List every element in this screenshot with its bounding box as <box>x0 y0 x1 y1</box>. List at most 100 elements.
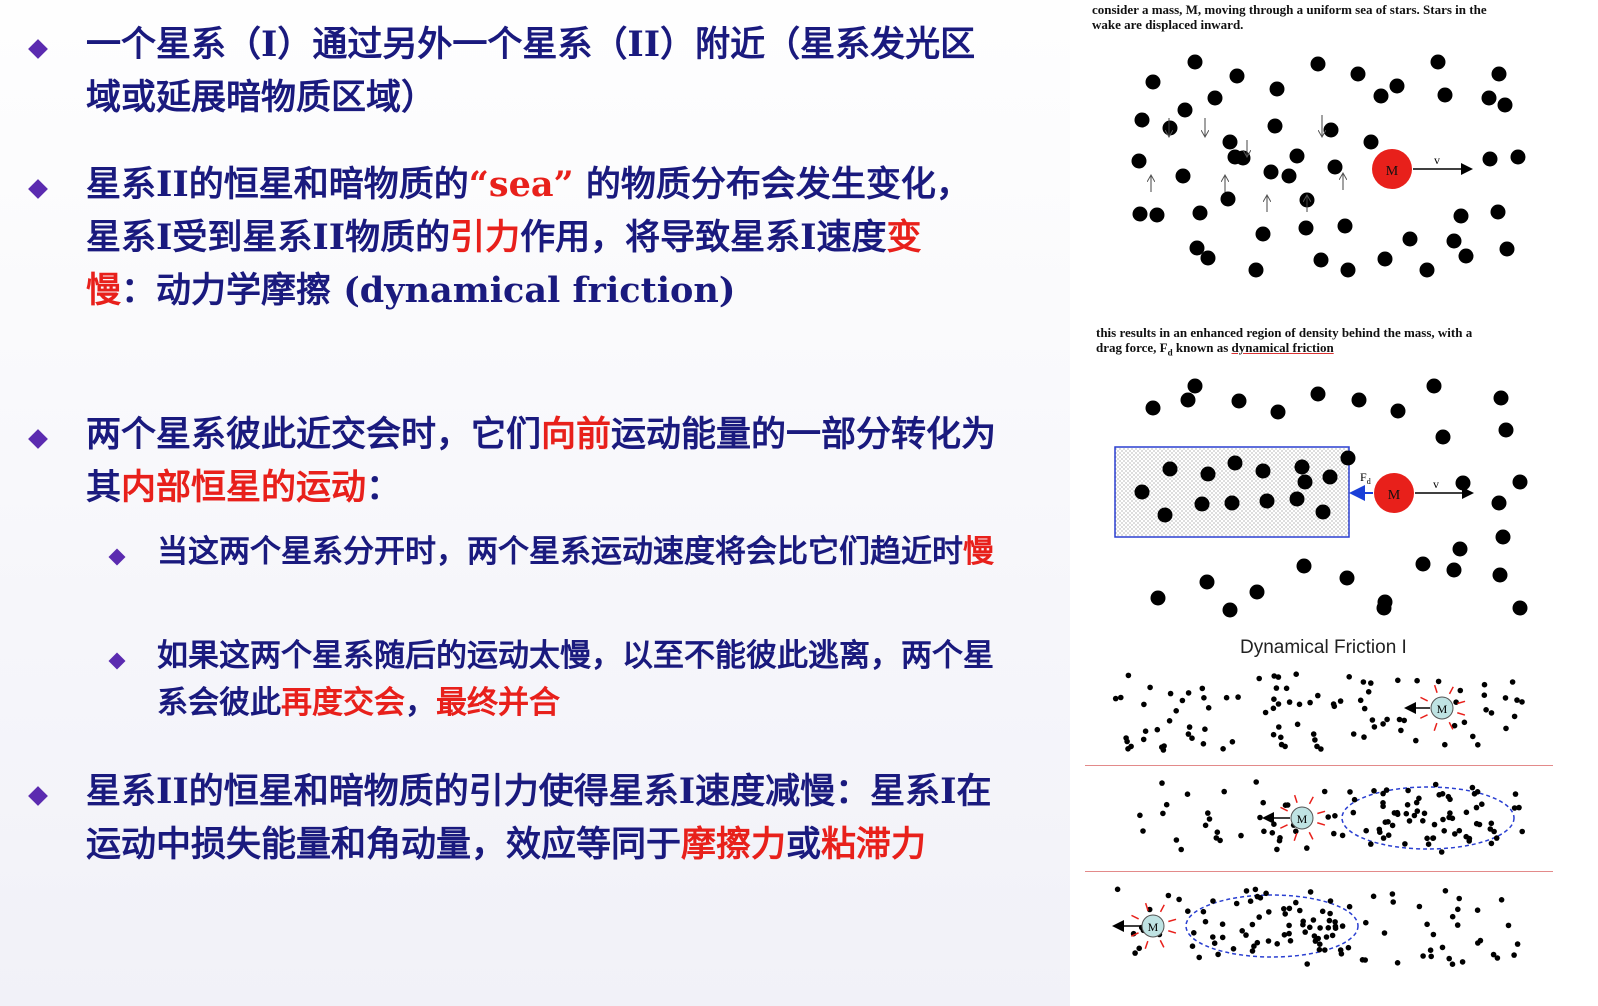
star-dot <box>1191 930 1197 936</box>
force-tick <box>1419 714 1428 719</box>
star-dot <box>1123 735 1129 741</box>
star-dot <box>1300 921 1306 928</box>
star-dot <box>1229 739 1236 745</box>
star-dot <box>1281 168 1297 184</box>
star-dot <box>1428 953 1434 960</box>
star-dot <box>1415 556 1431 572</box>
star-dot <box>1402 841 1408 847</box>
star-dot <box>1289 491 1305 507</box>
star-dot <box>1331 703 1338 710</box>
force-tick <box>1457 700 1466 705</box>
star-dot <box>1286 699 1293 705</box>
star-dot <box>1125 746 1131 752</box>
bullet-3: 两个星系彼此近交会时，它们向前运动能量的一部分转化为其内部恒星的运动： <box>86 408 1026 514</box>
caption-2-line-1: this results in an enhanced region of de… <box>1096 325 1473 340</box>
star-dot <box>1396 716 1403 723</box>
star-dot <box>1274 941 1280 947</box>
star-dot <box>1276 724 1282 730</box>
star-dot <box>1145 400 1161 416</box>
star-dot <box>1187 378 1203 394</box>
star-dot <box>1125 672 1132 679</box>
star-field <box>1131 54 1526 278</box>
caption-1: consider a mass, M, moving through a uni… <box>1092 2 1487 32</box>
star-dot <box>1157 507 1173 523</box>
star-dot <box>1137 812 1143 819</box>
star-dot <box>1438 849 1445 855</box>
mass-label: M <box>1386 164 1399 179</box>
star-dot <box>1420 818 1426 824</box>
bullet-4-highlight: 摩擦力 <box>681 824 787 865</box>
bullet-3-part: 两个星系彼此近交会时，它们 <box>86 414 542 455</box>
star-dot <box>1401 717 1407 724</box>
star-dot <box>1346 903 1353 910</box>
velocity-label: v <box>1433 477 1439 491</box>
star-dot <box>1332 919 1338 925</box>
star-dot <box>1436 792 1442 798</box>
subbullet-2-highlight: 最终并合 <box>436 685 560 721</box>
star-dot <box>1382 819 1389 825</box>
star-dot <box>1294 721 1301 728</box>
star-dot <box>1286 922 1292 929</box>
star-dot <box>1493 835 1500 841</box>
star-dot <box>1229 68 1245 84</box>
simulation-frame-3: M <box>1112 886 1521 967</box>
star-dot <box>1207 90 1223 106</box>
star-dot <box>1516 804 1522 811</box>
star-dot <box>1221 788 1227 795</box>
star-dot <box>1361 734 1367 740</box>
star-dot <box>1257 814 1263 821</box>
star-dot <box>1297 474 1313 490</box>
star-dot <box>1189 735 1195 741</box>
star-dot <box>1493 390 1509 406</box>
star-dot <box>1337 947 1344 953</box>
star-dot <box>1194 496 1210 512</box>
star-dot <box>1293 671 1299 677</box>
star-dot <box>1446 814 1452 821</box>
bullet-4-part: 或 <box>786 824 822 865</box>
star-dot <box>1385 832 1392 838</box>
force-tick <box>1130 932 1139 937</box>
star-dot <box>1294 459 1310 475</box>
star-dot <box>1270 404 1286 420</box>
star-dot <box>1403 810 1410 817</box>
star-dot <box>1430 54 1446 70</box>
force-tick <box>1168 930 1177 934</box>
star-dot <box>1211 940 1218 946</box>
star-dot <box>1488 820 1495 827</box>
star-dot <box>1202 918 1209 925</box>
simulation-frame-1: M <box>1112 671 1525 753</box>
force-tick <box>1279 824 1288 829</box>
force-tick <box>1433 684 1438 694</box>
star-dot <box>1165 892 1172 899</box>
star-dot <box>1389 78 1405 94</box>
star-dot <box>1481 692 1488 698</box>
star-dot <box>1315 935 1321 942</box>
star-dot <box>1442 741 1448 748</box>
star-dot <box>1134 112 1150 128</box>
star-dot <box>1140 736 1147 743</box>
sim-mass <box>1430 696 1454 720</box>
star-dot <box>1323 934 1330 940</box>
subbullet-2-part: ， <box>405 685 436 721</box>
star-dot <box>1186 724 1193 730</box>
star-dot <box>1150 590 1166 606</box>
star-dot <box>1179 697 1186 704</box>
star-dot <box>1326 917 1333 924</box>
bullet-3-highlight: 向前 <box>541 414 612 455</box>
star-dot <box>1253 779 1259 785</box>
star-dot <box>1302 929 1308 935</box>
star-dot <box>1219 934 1226 941</box>
star-dot <box>1231 393 1247 409</box>
star-dot <box>1365 689 1372 695</box>
star-dot <box>1371 724 1378 730</box>
star-dot <box>1315 504 1331 520</box>
wake-ellipse <box>1341 786 1515 850</box>
star-dot <box>1346 674 1352 680</box>
star-dot <box>1509 679 1516 685</box>
star-dot <box>1452 831 1458 837</box>
star-dot <box>1363 134 1379 150</box>
force-tick <box>1308 796 1314 805</box>
star-dot <box>1447 796 1453 803</box>
star-dot <box>1455 475 1471 491</box>
star-dot <box>1163 801 1170 808</box>
